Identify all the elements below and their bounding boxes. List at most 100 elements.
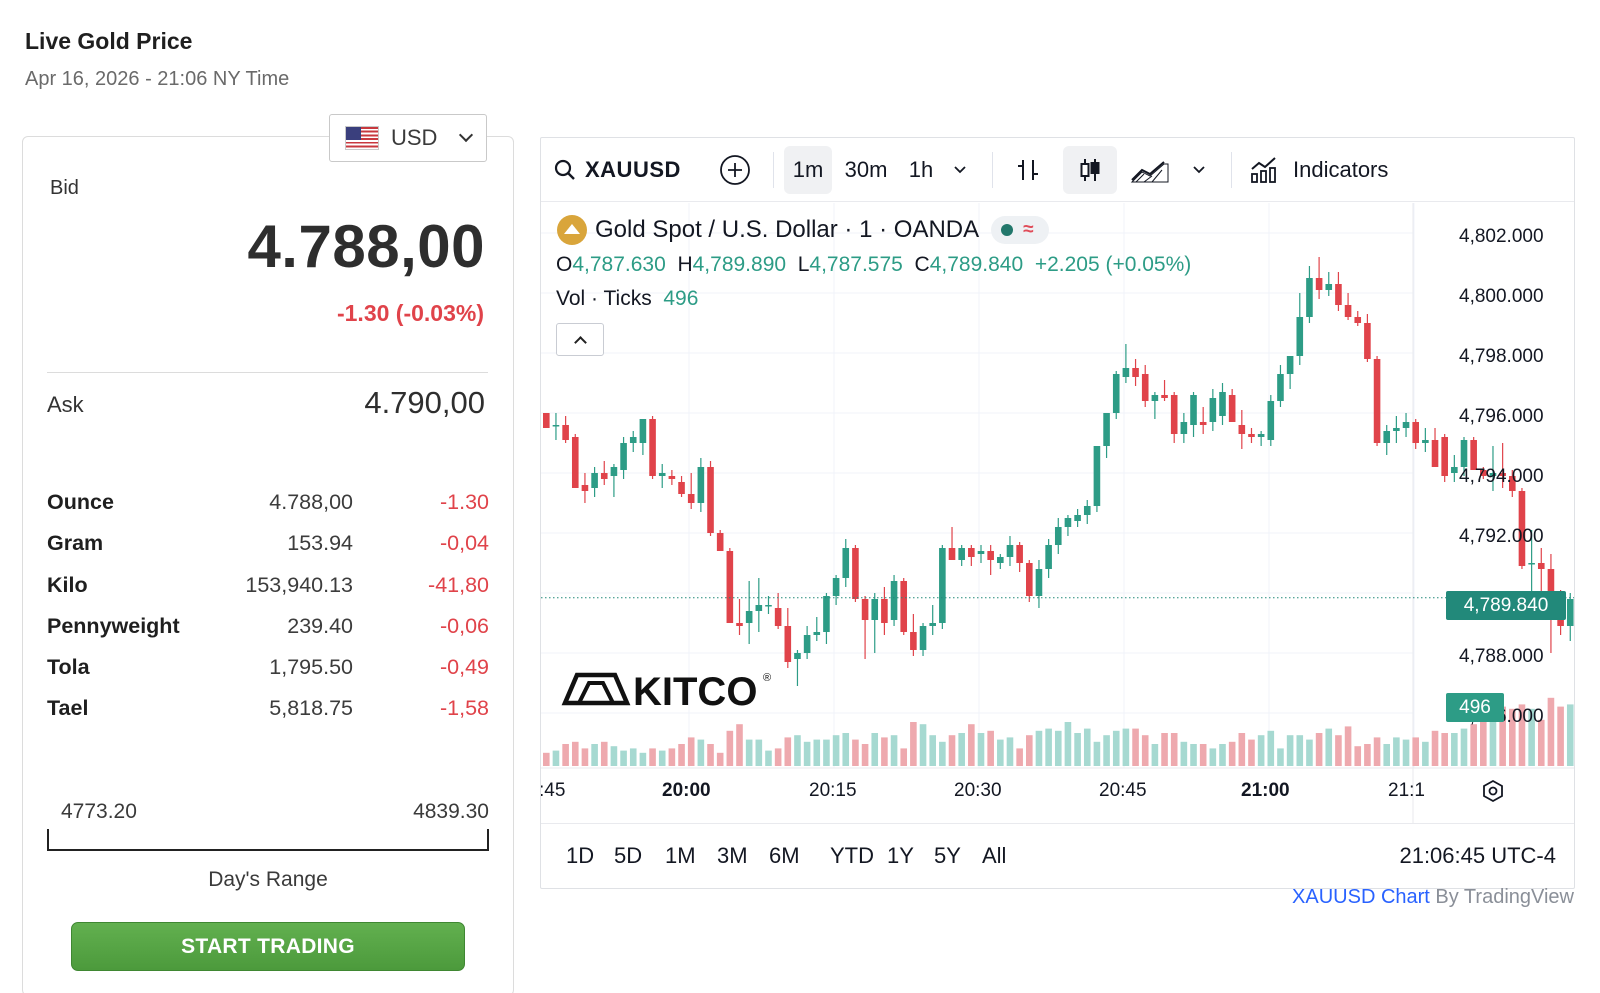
range-6m[interactable]: 6M: [769, 843, 800, 868]
volume-bar: [1547, 697, 1555, 766]
range-5y[interactable]: 5Y: [934, 843, 961, 868]
interval-1h[interactable]: 1h: [908, 157, 934, 182]
volume-bar: [794, 735, 801, 766]
unit-value: 153.94: [287, 531, 353, 556]
range-3m[interactable]: 3M: [717, 843, 748, 868]
volume-bar: [707, 744, 714, 766]
x-tick: 20:00: [662, 780, 711, 801]
volume-bar: [726, 730, 734, 766]
range-1d[interactable]: 1D: [566, 843, 595, 868]
unit-row: Tola 1,795.50 -0,49: [47, 655, 489, 696]
chart-credit: XAUUSD Chart By TradingView: [1292, 886, 1574, 909]
candle-body: [1016, 545, 1023, 563]
indicators-button[interactable]: Indicators: [1249, 146, 1409, 194]
candle-body: [726, 551, 734, 623]
candle-style-button[interactable]: [1063, 146, 1117, 194]
candle-body: [639, 419, 647, 443]
chevron-down-icon: [1193, 166, 1205, 174]
volume-bar: [1248, 739, 1255, 766]
indicators-icon: [1251, 157, 1276, 183]
bid-change: -1.30 (-0.03%): [336, 300, 484, 326]
candle-body: [813, 632, 821, 635]
unit-change: -0,04: [439, 531, 489, 556]
y-tick: 4,794.000: [1459, 466, 1544, 487]
low-value: 4,787.575: [809, 253, 903, 276]
volume-bar: [803, 741, 811, 766]
volume-bar: [813, 739, 821, 766]
bar-style-button[interactable]: [1005, 146, 1051, 194]
currency-select[interactable]: USD: [329, 114, 487, 162]
candle-body: [581, 485, 589, 491]
ask-label: Ask: [47, 392, 84, 417]
xauusd-chart-link[interactable]: XAUUSD Chart: [1292, 886, 1430, 908]
volume-bar: [1209, 748, 1217, 766]
volume-bar: [1354, 746, 1362, 766]
svg-text:KITCO: KITCO: [633, 670, 757, 714]
unit-name: Gram: [47, 531, 104, 556]
candle-body: [1315, 278, 1323, 290]
compare-button[interactable]: [713, 146, 757, 194]
volume-bar: [1373, 737, 1381, 766]
candle-body: [1566, 599, 1574, 626]
candle-body: [1054, 527, 1062, 545]
interval-1m[interactable]: 1m: [784, 146, 832, 194]
candle-body: [687, 494, 695, 503]
candle-body: [620, 443, 627, 470]
volume-bar: [1161, 733, 1168, 766]
candle-body: [1412, 422, 1419, 443]
volume-bar: [765, 750, 772, 766]
candle-body: [1480, 470, 1487, 476]
candle-body: [1006, 545, 1014, 557]
volume-bar: [678, 744, 685, 766]
range-ytd[interactable]: YTD: [830, 843, 874, 868]
price-chart[interactable]: KITCO ® Gold Spot / U.S. Dollar · 1 · OAN…: [540, 203, 1574, 823]
volume-bar: [1315, 733, 1323, 766]
candle-body: [678, 482, 685, 494]
candle-body: [1344, 305, 1352, 317]
volume-bar: [610, 746, 618, 766]
symbol-search[interactable]: XAUUSD: [553, 146, 683, 194]
open-label: O: [556, 253, 573, 276]
price-panel: [22, 136, 514, 993]
volume-bar: [1499, 706, 1506, 766]
bid-label: Bid: [50, 177, 79, 199]
interval-30m[interactable]: 30m: [844, 157, 888, 182]
candle-body: [610, 467, 618, 476]
volume-bar: [1335, 735, 1342, 766]
gold-icon: [557, 215, 587, 245]
interval-dropdown[interactable]: [947, 146, 973, 194]
chart-settings-icon[interactable]: [1481, 779, 1505, 803]
range-5d[interactable]: 5D: [614, 843, 643, 868]
candle-body: [736, 623, 743, 626]
market-status[interactable]: ≈: [991, 216, 1050, 244]
volume-bar: [784, 737, 792, 766]
collapse-legend-button[interactable]: [556, 323, 604, 356]
search-icon: [554, 159, 575, 180]
candle-body: [1238, 425, 1246, 434]
volume-tag: 496: [1446, 693, 1504, 722]
candle-body: [1528, 563, 1535, 565]
x-tick: :45: [540, 780, 566, 801]
volume-bar: [1402, 739, 1410, 766]
candle-body: [562, 425, 569, 440]
chart-type-dropdown[interactable]: [1186, 146, 1212, 194]
range-1y[interactable]: 1Y: [887, 843, 914, 868]
symbol-label: XAUUSD: [585, 157, 681, 182]
candle-body: [629, 437, 637, 443]
candle-body: [939, 548, 946, 623]
candle-body: [1422, 440, 1429, 443]
candlestick-chart: KITCO ®: [541, 203, 1574, 823]
chart-clock[interactable]: 21:06:45 UTC-4: [1399, 843, 1556, 868]
area-style-button[interactable]: [1127, 146, 1173, 194]
range-all[interactable]: All: [982, 843, 1007, 868]
range-1m[interactable]: 1M: [665, 843, 696, 868]
unit-row: Kilo 153,940.13 -41,80: [47, 573, 489, 614]
volume-bar: [1112, 730, 1120, 766]
volume-bar: [1470, 724, 1477, 766]
currency-label: USD: [391, 125, 438, 150]
volume-bar: [620, 750, 627, 766]
candle-body: [658, 473, 666, 476]
open-value: 4,787.630: [572, 253, 666, 276]
start-trading-button[interactable]: START TRADING: [71, 922, 465, 971]
area-chart-icon: [1130, 161, 1169, 183]
